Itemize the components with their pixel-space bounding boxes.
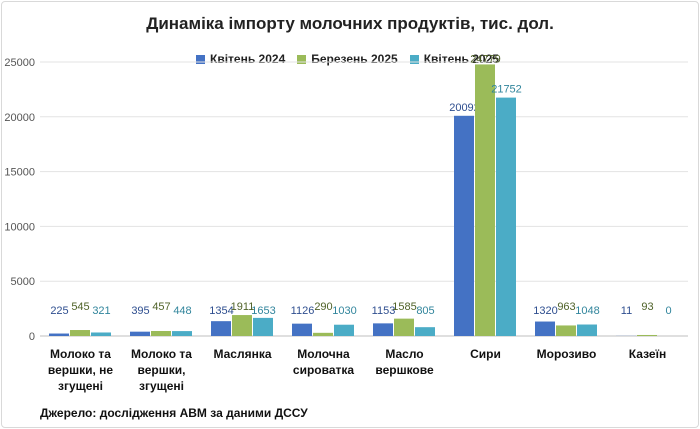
x-category-label: згущені — [139, 379, 184, 393]
legend-swatch-series-3 — [409, 54, 419, 64]
chart-title: Динаміка імпорту молочних продуктів, тис… — [146, 14, 554, 33]
bar — [292, 323, 312, 336]
data-label: 225 — [50, 305, 68, 317]
data-label: 1030 — [332, 305, 356, 317]
bar — [373, 323, 393, 336]
bar — [415, 327, 435, 336]
bar — [70, 330, 90, 336]
bar — [172, 331, 192, 336]
data-label: 1354 — [209, 305, 233, 317]
bar — [496, 97, 516, 336]
x-category-label: вершкове — [375, 363, 434, 377]
data-label: 1653 — [251, 305, 275, 317]
bar — [637, 334, 657, 336]
x-category-label: Сири — [470, 347, 501, 361]
bar — [130, 331, 150, 336]
x-category-label: вершки, не — [48, 363, 114, 377]
data-label: 1585 — [392, 301, 416, 313]
bar — [535, 321, 555, 336]
y-tick-label: 5000 — [11, 276, 35, 288]
x-category-label: Морозиво — [537, 347, 597, 361]
data-label: 805 — [416, 305, 434, 317]
y-tick-label: 25000 — [4, 57, 35, 69]
bar — [253, 317, 273, 336]
bar — [232, 315, 252, 336]
data-label: 1320 — [533, 305, 557, 317]
data-label: 545 — [71, 301, 89, 313]
x-category-label: згущені — [58, 379, 103, 393]
data-label: 0 — [665, 305, 671, 317]
x-category-label: Молоко та — [131, 347, 192, 361]
legend-swatch-series-2 — [297, 54, 307, 64]
bar — [577, 324, 597, 336]
data-label: 448 — [173, 305, 191, 317]
source-note: Джерело: дослідження АВМ за даними ДССУ — [40, 406, 308, 420]
data-label: 20092 — [449, 102, 480, 114]
x-category-label: Маслянка — [213, 347, 271, 361]
data-label: 11 — [621, 305, 632, 317]
x-category-label: Молочна — [297, 347, 350, 361]
bar — [91, 332, 111, 336]
bar — [334, 324, 354, 336]
data-label: 1126 — [291, 305, 315, 317]
x-category-label: Масло — [385, 347, 423, 361]
y-tick-label: 20000 — [4, 112, 35, 124]
bar — [556, 325, 576, 336]
bar — [313, 332, 333, 336]
data-label: 457 — [152, 301, 170, 313]
x-category-label: сироватка — [293, 363, 354, 377]
x-category-label: Молоко та — [50, 347, 111, 361]
bar — [151, 330, 171, 336]
data-label: 321 — [92, 305, 110, 317]
bar — [211, 321, 231, 336]
y-tick-label: 0 — [29, 331, 35, 343]
data-label: 290 — [314, 301, 332, 313]
legend-swatch-series-1 — [196, 54, 205, 64]
data-label: 395 — [131, 305, 149, 317]
data-label: 1048 — [575, 305, 599, 317]
y-tick-label: 15000 — [4, 167, 35, 179]
data-label: 1911 — [231, 301, 255, 313]
x-category-label: вершки, — [138, 363, 186, 377]
bar — [394, 318, 414, 336]
data-label: 1153 — [372, 305, 396, 317]
bar — [475, 64, 495, 337]
data-label: 93 — [641, 301, 653, 313]
data-label: 21752 — [491, 84, 522, 96]
bar — [49, 333, 69, 336]
data-label: 963 — [557, 301, 575, 313]
bar — [454, 115, 474, 336]
data-label: 24779 — [470, 53, 501, 65]
x-category-label: Казеїн — [629, 347, 666, 361]
y-tick-label: 10000 — [4, 221, 35, 233]
